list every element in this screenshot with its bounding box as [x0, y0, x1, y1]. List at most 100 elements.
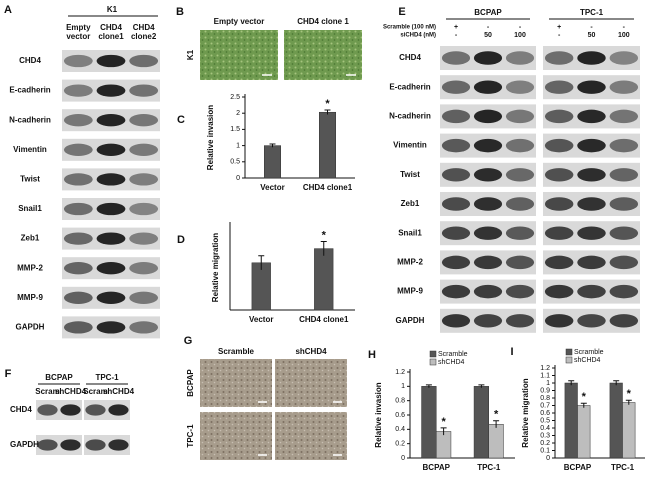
band: [96, 232, 126, 245]
band: [544, 314, 574, 328]
x-tick-label: Vector: [260, 183, 284, 192]
y-axis-label: Relative migration: [211, 233, 220, 302]
band: [609, 197, 639, 211]
significance-mark: *: [322, 229, 327, 241]
group-header: BCPAP: [474, 8, 502, 17]
error-bar: [493, 420, 500, 428]
error-bar: [440, 427, 447, 436]
y-tick-label: 2: [236, 110, 240, 117]
band: [577, 255, 606, 270]
bar: [473, 386, 489, 459]
y-tick-label: 0.4: [540, 425, 550, 432]
band: [96, 321, 126, 334]
x-tick-label: CHD4 clone1: [299, 315, 349, 324]
row-label: Zeb1: [401, 199, 420, 208]
legend-swatch: [429, 350, 437, 358]
band: [505, 284, 535, 299]
band: [544, 255, 574, 270]
y-tick-label: 1: [546, 380, 550, 387]
bar: [564, 382, 578, 459]
band: [473, 197, 503, 211]
row-label: E-cadherin: [389, 82, 430, 91]
row-label: Vimentin: [13, 145, 47, 154]
y-tick-label: 0.6: [395, 412, 405, 419]
row-label: E-cadherin: [9, 86, 50, 95]
band: [609, 138, 639, 153]
y-tick-label: 0.4: [395, 426, 405, 433]
row-label: BCPAP: [186, 369, 195, 397]
bar: [319, 111, 336, 179]
significance-mark: *: [325, 98, 330, 110]
band: [441, 197, 471, 211]
band: [63, 321, 93, 334]
band: [544, 109, 574, 124]
bar: [436, 431, 452, 459]
band: [577, 109, 606, 124]
band: [609, 255, 639, 270]
lane-label: -: [590, 24, 593, 31]
band: [129, 321, 159, 334]
band: [129, 173, 159, 186]
band: [505, 226, 535, 240]
row-label: CHD4: [10, 405, 32, 414]
panel-label: E: [398, 6, 405, 18]
legend-swatch: [565, 356, 573, 364]
row-label: Snail1: [398, 228, 422, 237]
band: [505, 51, 535, 65]
column-label: CHD4 clone 1: [297, 17, 349, 26]
band: [609, 109, 639, 124]
band: [544, 284, 574, 299]
band: [108, 439, 129, 451]
band: [577, 197, 606, 211]
lane-label: 100: [618, 32, 630, 39]
x-tick-label: Vector: [249, 315, 273, 324]
band: [505, 109, 535, 124]
band: [505, 197, 535, 211]
cell-image: [275, 359, 347, 407]
panel-label: A: [4, 4, 12, 16]
band: [473, 138, 503, 153]
lane-label: CHD4 clone1: [98, 23, 124, 41]
lane-label: shCHD4: [103, 387, 135, 396]
lane-label: +: [557, 24, 561, 31]
band: [85, 439, 106, 451]
x-tick-label: CHD4 clone1: [303, 183, 353, 192]
legend-label: shCHD4: [438, 359, 465, 366]
y-tick-label: 0: [236, 175, 240, 182]
cell-image: [284, 30, 362, 80]
lane-label: Empty vector: [66, 23, 91, 41]
panel-label: B: [176, 6, 184, 18]
y-tick-label: 0: [546, 455, 550, 462]
error-bar: [580, 402, 587, 408]
group-header: BCPAP: [45, 373, 73, 382]
row-label: MMP-2: [397, 258, 423, 267]
legend-label: Scramble: [574, 349, 604, 356]
band: [609, 51, 639, 65]
band: [473, 168, 503, 182]
x-tick-label: TPC-1: [477, 463, 501, 472]
legend-swatch: [429, 358, 437, 366]
y-tick-label: 1: [236, 142, 240, 149]
row-label: Zeb1: [21, 234, 40, 243]
band: [544, 226, 574, 240]
band: [505, 138, 535, 153]
row-label: MMP-9: [397, 287, 423, 296]
band: [129, 232, 159, 245]
band: [441, 226, 471, 240]
band: [441, 168, 471, 182]
band: [63, 114, 93, 127]
band: [63, 84, 93, 97]
band: [544, 138, 574, 153]
legend-label: shCHD4: [574, 357, 601, 364]
row-label: CHD4: [19, 56, 41, 65]
lane-label: -: [558, 32, 561, 39]
band: [85, 404, 106, 416]
band: [505, 168, 535, 182]
x-tick-label: TPC-1: [611, 463, 635, 472]
significance-mark: *: [441, 416, 446, 428]
y-tick-label: 0.5: [230, 159, 240, 166]
band: [129, 114, 159, 127]
band: [473, 314, 503, 328]
lane-label: 100: [514, 32, 526, 39]
